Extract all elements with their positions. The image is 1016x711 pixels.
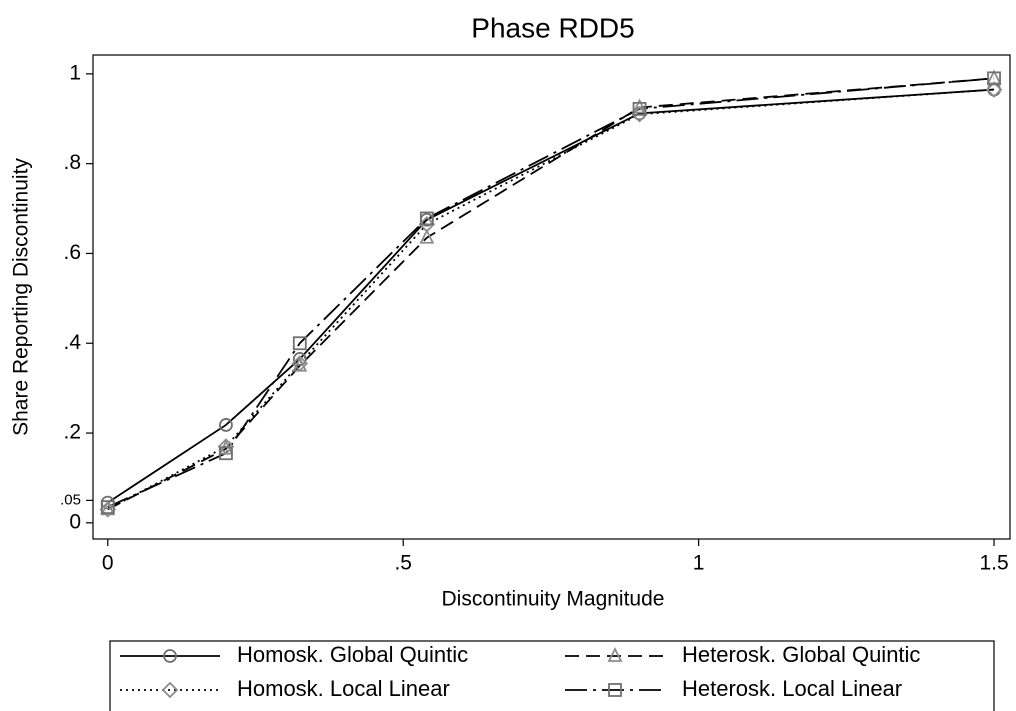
x-tick-label: 1.5 — [979, 552, 1008, 575]
y-tick-label: .6 — [63, 241, 81, 264]
legend-label: Heterosk. Local Linear — [682, 676, 902, 701]
marker — [100, 500, 115, 515]
marker — [291, 355, 309, 372]
legend-marker — [608, 683, 622, 697]
marker — [292, 336, 307, 351]
x-tick-label: .5 — [394, 552, 412, 575]
series-line — [107, 77, 995, 511]
series-line — [107, 88, 995, 504]
y-tick-label: 1 — [69, 61, 81, 84]
y-tick-label: .2 — [63, 421, 81, 444]
marker — [419, 228, 435, 244]
x-axis-label: Discontinuity Magnitude — [442, 588, 665, 611]
marker — [418, 215, 436, 233]
x-tick-label: 0 — [102, 552, 114, 575]
marker — [100, 500, 116, 516]
legend-label: Homosk. Local Linear — [237, 676, 450, 701]
marker — [419, 211, 434, 226]
x-tick-label: 1 — [693, 552, 705, 575]
marker — [292, 352, 307, 366]
y-tick-label: 0 — [69, 510, 81, 533]
marker — [632, 98, 647, 114]
legend-label: Heterosk. Global Quintic — [682, 642, 920, 667]
legend-label: Homosk. Global Quintic — [237, 642, 468, 667]
y-tick-label: .05 — [60, 491, 81, 508]
y-axis-label: Share Reporting Discontinuity — [10, 158, 33, 436]
marker — [631, 105, 648, 123]
plot-frame — [92, 54, 1011, 540]
marker — [219, 418, 233, 432]
legend-marker — [161, 681, 179, 699]
marker — [217, 438, 235, 455]
legend-marker — [607, 646, 623, 662]
y-tick-label: .4 — [63, 331, 81, 354]
marker — [219, 446, 233, 461]
marker — [987, 71, 1001, 86]
chart-title: Phase RDD5 — [471, 12, 634, 43]
series-line — [107, 88, 995, 511]
legend-box — [109, 640, 995, 711]
legend-marker — [163, 649, 177, 663]
marker — [985, 81, 1003, 98]
marker — [99, 501, 117, 518]
y-tick-label: .8 — [63, 151, 81, 174]
series-line — [107, 77, 995, 508]
marker — [632, 101, 647, 116]
